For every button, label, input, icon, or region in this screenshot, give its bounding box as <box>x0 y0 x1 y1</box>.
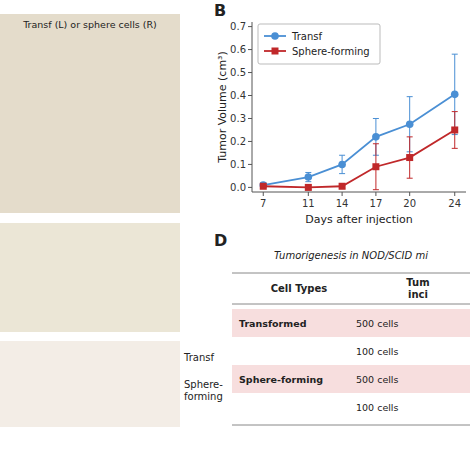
legend-marker <box>271 32 279 40</box>
marker <box>305 184 312 191</box>
plot-area <box>259 54 458 191</box>
marker <box>451 126 458 133</box>
table-header: Tuminci <box>406 277 429 300</box>
error-bar <box>373 144 379 190</box>
x-tick <box>308 192 309 196</box>
text-line: forming <box>184 391 223 402</box>
marker <box>259 181 267 189</box>
y-tick <box>248 49 252 50</box>
table-row-shade <box>232 309 470 337</box>
y-tick <box>248 118 252 119</box>
marker <box>372 163 379 170</box>
x-tick <box>342 192 343 196</box>
photo-caption: Transf (L) or sphere cells (R) <box>22 19 157 30</box>
marker <box>451 91 459 99</box>
x-tick <box>409 192 410 196</box>
table-cell: 500 cells <box>356 374 398 385</box>
figure: 0.0 0.1 0.2 0.3 0.4 0.5 0.6 0.7 7 11 14 17 20 24 Days … <box>0 0 474 474</box>
x-tick <box>375 192 376 196</box>
y-tick <box>248 164 252 165</box>
x-tick-label: 11 <box>302 198 315 209</box>
y-tick-label: 0.0 <box>230 182 246 193</box>
table-rule <box>232 304 470 305</box>
table-rule <box>232 425 470 426</box>
side-label: Sphere-forming <box>184 379 223 402</box>
photo-panel <box>0 14 180 213</box>
marker <box>406 154 413 161</box>
table-row-shade <box>232 365 470 393</box>
series-line <box>263 94 454 185</box>
table <box>232 273 470 425</box>
x-tick-label: 17 <box>370 198 383 209</box>
line-chart: 0.0 0.1 0.2 0.3 0.4 0.5 0.6 0.7 7 11 14 17 20 24 Days … <box>216 21 466 226</box>
table-rule <box>232 273 470 274</box>
y-tick-label: 0.5 <box>230 67 246 78</box>
table-cell: 100 cells <box>356 402 398 413</box>
y-tick <box>248 72 252 73</box>
panel-label: D <box>214 231 227 250</box>
table-cell: Transformed <box>239 318 306 329</box>
marker <box>338 161 346 169</box>
x-tick-label: 7 <box>260 198 266 209</box>
marker <box>339 183 346 190</box>
series <box>259 54 458 189</box>
legend: Transf Sphere-forming <box>258 24 380 64</box>
x-tick-label: 14 <box>336 198 349 209</box>
x-axis-label: Days after injection <box>305 213 412 226</box>
table-cell: 100 cells <box>356 346 398 357</box>
x-axis-line <box>252 192 466 193</box>
text-line: inci <box>408 289 428 300</box>
error-bar <box>407 137 413 178</box>
error-bar <box>305 172 311 181</box>
table-header: Cell Types <box>271 283 328 294</box>
y-tick <box>248 26 252 27</box>
y-tick-label: 0.6 <box>230 44 246 55</box>
x-tick <box>454 192 455 196</box>
series <box>260 112 458 191</box>
series-line <box>263 130 454 187</box>
panel-label: B <box>214 1 226 20</box>
y-tick-label: 0.7 <box>230 21 246 32</box>
y-axis-label: Tumor Volume (cm³) <box>216 51 229 164</box>
background <box>0 0 474 474</box>
x-tick-label: 24 <box>448 198 461 209</box>
error-bar <box>452 112 458 149</box>
y-tick-label: 0.1 <box>230 159 246 170</box>
table-cell: Sphere-forming <box>239 374 323 385</box>
legend-label: Transf <box>291 31 322 42</box>
legend-marker <box>272 48 279 55</box>
text-line: Tum <box>406 277 429 288</box>
photo-panel <box>0 223 180 332</box>
table-title: Tumorigenesis in NOD/SCID mi <box>274 250 428 261</box>
legend-box <box>258 24 380 64</box>
side-label: Transf <box>183 352 214 363</box>
marker <box>260 183 267 190</box>
x-tick-label: 20 <box>403 198 416 209</box>
marker <box>406 120 414 128</box>
y-tick <box>248 141 252 142</box>
error-bar <box>339 155 345 173</box>
table-cell: 500 cells <box>356 318 398 329</box>
text-line: Sphere- <box>184 379 223 390</box>
y-tick <box>248 95 252 96</box>
photo-panel <box>0 341 180 427</box>
legend-label: Sphere-forming <box>292 46 370 57</box>
y-tick-label: 0.3 <box>230 113 246 124</box>
x-tick <box>263 192 264 196</box>
y-tick <box>248 187 252 188</box>
y-tick-label: 0.4 <box>230 90 246 101</box>
y-tick-label: 0.2 <box>230 136 246 147</box>
marker <box>372 133 380 141</box>
marker <box>305 173 313 181</box>
y-axis-line <box>252 22 253 192</box>
